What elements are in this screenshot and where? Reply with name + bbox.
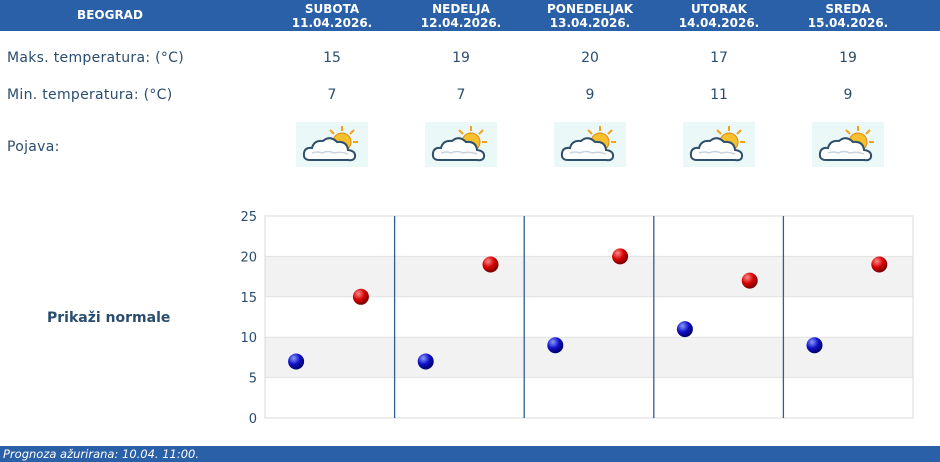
max-temp-point [871, 256, 888, 273]
min-temp-cell: 7 [327, 87, 337, 103]
footer-bar: Prognoza ažurirana: 10.04. 11:00. [0, 446, 940, 462]
partly-cloudy-icon [812, 122, 884, 167]
max-temp-point [741, 272, 758, 289]
max-temp-cell: 17 [710, 50, 728, 66]
day-date: 15.04.2026. [807, 16, 889, 30]
day-date: 13.04.2026. [549, 16, 631, 30]
day-name: PONEDELJAK [546, 2, 634, 16]
chart-band [265, 377, 913, 418]
max-temp-point [612, 248, 629, 265]
y-tick-label: 5 [249, 372, 257, 387]
y-tick-label: 0 [249, 412, 257, 427]
chart-band [265, 256, 913, 297]
y-tick-label: 20 [240, 250, 257, 265]
max-temp-label: Maks. temperatura: (°C) [7, 50, 184, 66]
y-tick-label: 15 [240, 291, 257, 306]
chart-band [265, 216, 913, 257]
weather-label: Pojava: [7, 139, 60, 155]
show-normals-link[interactable]: Prikaži normale [47, 310, 171, 326]
chart-band [265, 296, 913, 338]
day-date: 12.04.2026. [420, 16, 502, 30]
min-temp-point [806, 337, 823, 354]
day-name: NEDELJA [432, 2, 490, 16]
max-temp-cell: 20 [581, 50, 599, 66]
min-temp-cell: 9 [585, 87, 595, 103]
min-temp-point [547, 337, 564, 354]
day-header-1: SUBOTA 11.04.2026. [267, 2, 397, 30]
min-temp-point [417, 353, 434, 370]
y-tick-label: 10 [240, 331, 257, 346]
min-temp-cell: 9 [843, 87, 853, 103]
day-header-3: PONEDELJAK 13.04.2026. [525, 2, 655, 30]
partly-cloudy-icon [296, 122, 368, 167]
day-name: SREDA [825, 2, 871, 16]
city-name: BEOGRAD [77, 8, 143, 22]
partly-cloudy-icon [425, 122, 497, 167]
day-header-5: SREDA 15.04.2026. [783, 2, 913, 30]
max-temp-cell: 15 [323, 50, 341, 66]
partly-cloudy-icon [683, 122, 755, 167]
day-header-2: NEDELJA 12.04.2026. [396, 2, 526, 30]
day-date: 14.04.2026. [678, 16, 760, 30]
plot-border [264, 215, 914, 419]
min-temp-label: Min. temperatura: (°C) [7, 87, 173, 103]
day-name: SUBOTA [304, 2, 360, 16]
min-temp-point [676, 321, 693, 338]
day-header-4: UTORAK 14.04.2026. [654, 2, 784, 30]
forecast-updated-text: Prognoza ažurirana: 10.04. 11:00. [3, 447, 200, 461]
day-name: UTORAK [691, 2, 747, 16]
min-temp-point [288, 353, 305, 370]
y-tick-label: 25 [240, 210, 257, 225]
forecast-header: BEOGRAD SUBOTA 11.04.2026. NEDELJA 12.04… [0, 0, 940, 31]
temperature-chart: 0 5 10 15 20 25 [240, 210, 914, 427]
max-temp-point [352, 288, 369, 305]
max-temp-cell: 19 [839, 50, 857, 66]
chart-band [265, 337, 913, 378]
partly-cloudy-icon [554, 122, 626, 167]
max-temp-point [482, 256, 499, 273]
min-temp-cell: 7 [456, 87, 466, 103]
max-temp-cell: 19 [452, 50, 470, 66]
min-temp-cell: 11 [710, 87, 728, 103]
day-date: 11.04.2026. [291, 16, 373, 30]
